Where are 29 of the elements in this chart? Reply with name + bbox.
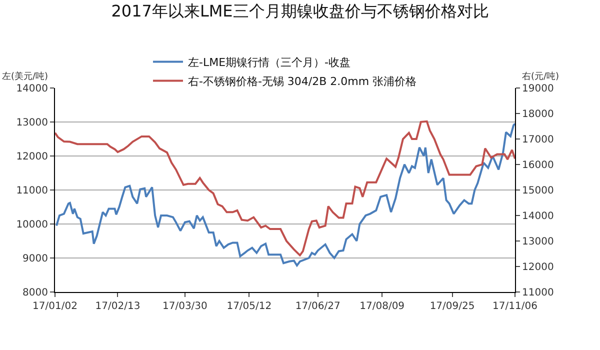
legend-label: 左-LME期镍行情（三个月）-收盘 xyxy=(188,56,351,69)
x-tick-label: 17/11/06 xyxy=(492,301,538,312)
chart-title: 2017年以来LME三个月期镍收盘价与不锈钢价格对比 xyxy=(111,1,489,20)
y-tick-label: 8000 xyxy=(22,288,48,298)
x-tick-label: 17/03/30 xyxy=(162,301,208,312)
y-axis-title: 左(美元/吨) xyxy=(2,71,48,82)
y-tick-label: 12000 xyxy=(16,152,48,162)
x-tick-label: 17/09/25 xyxy=(430,301,475,312)
y2-tick-label: 17000 xyxy=(522,134,554,146)
x-tick-label: 17/08/09 xyxy=(360,301,405,312)
y-tick-label: 14000 xyxy=(16,84,48,94)
y2-tick-label: 12000 xyxy=(522,262,554,273)
y2-tick-label: 19000 xyxy=(522,84,554,94)
y2-tick-label: 16000 xyxy=(522,160,554,171)
x-tick-label: 17/05/12 xyxy=(226,301,272,312)
y2-tick-label: 11000 xyxy=(522,288,554,298)
legend-label: 右-不锈钢价格-无锡 304/2B 2.0mm 张浦价格 xyxy=(188,74,417,88)
y-tick-label: 9000 xyxy=(22,254,48,264)
y-tick-label: 10000 xyxy=(16,220,48,230)
x-tick-label: 17/06/27 xyxy=(295,301,340,312)
x-tick-label: 17/02/13 xyxy=(95,301,140,312)
x-tick-label: 17/01/02 xyxy=(32,301,78,312)
y2-tick-label: 14000 xyxy=(522,211,554,222)
y2-tick-label: 13000 xyxy=(522,236,554,248)
y-tick-label: 11000 xyxy=(16,186,48,196)
y2-tick-label: 15000 xyxy=(522,186,554,196)
y2-tick-label: 18000 xyxy=(522,109,554,120)
y2-axis-title: 右(元/吨) xyxy=(522,71,560,82)
y-tick-label: 13000 xyxy=(16,118,48,128)
